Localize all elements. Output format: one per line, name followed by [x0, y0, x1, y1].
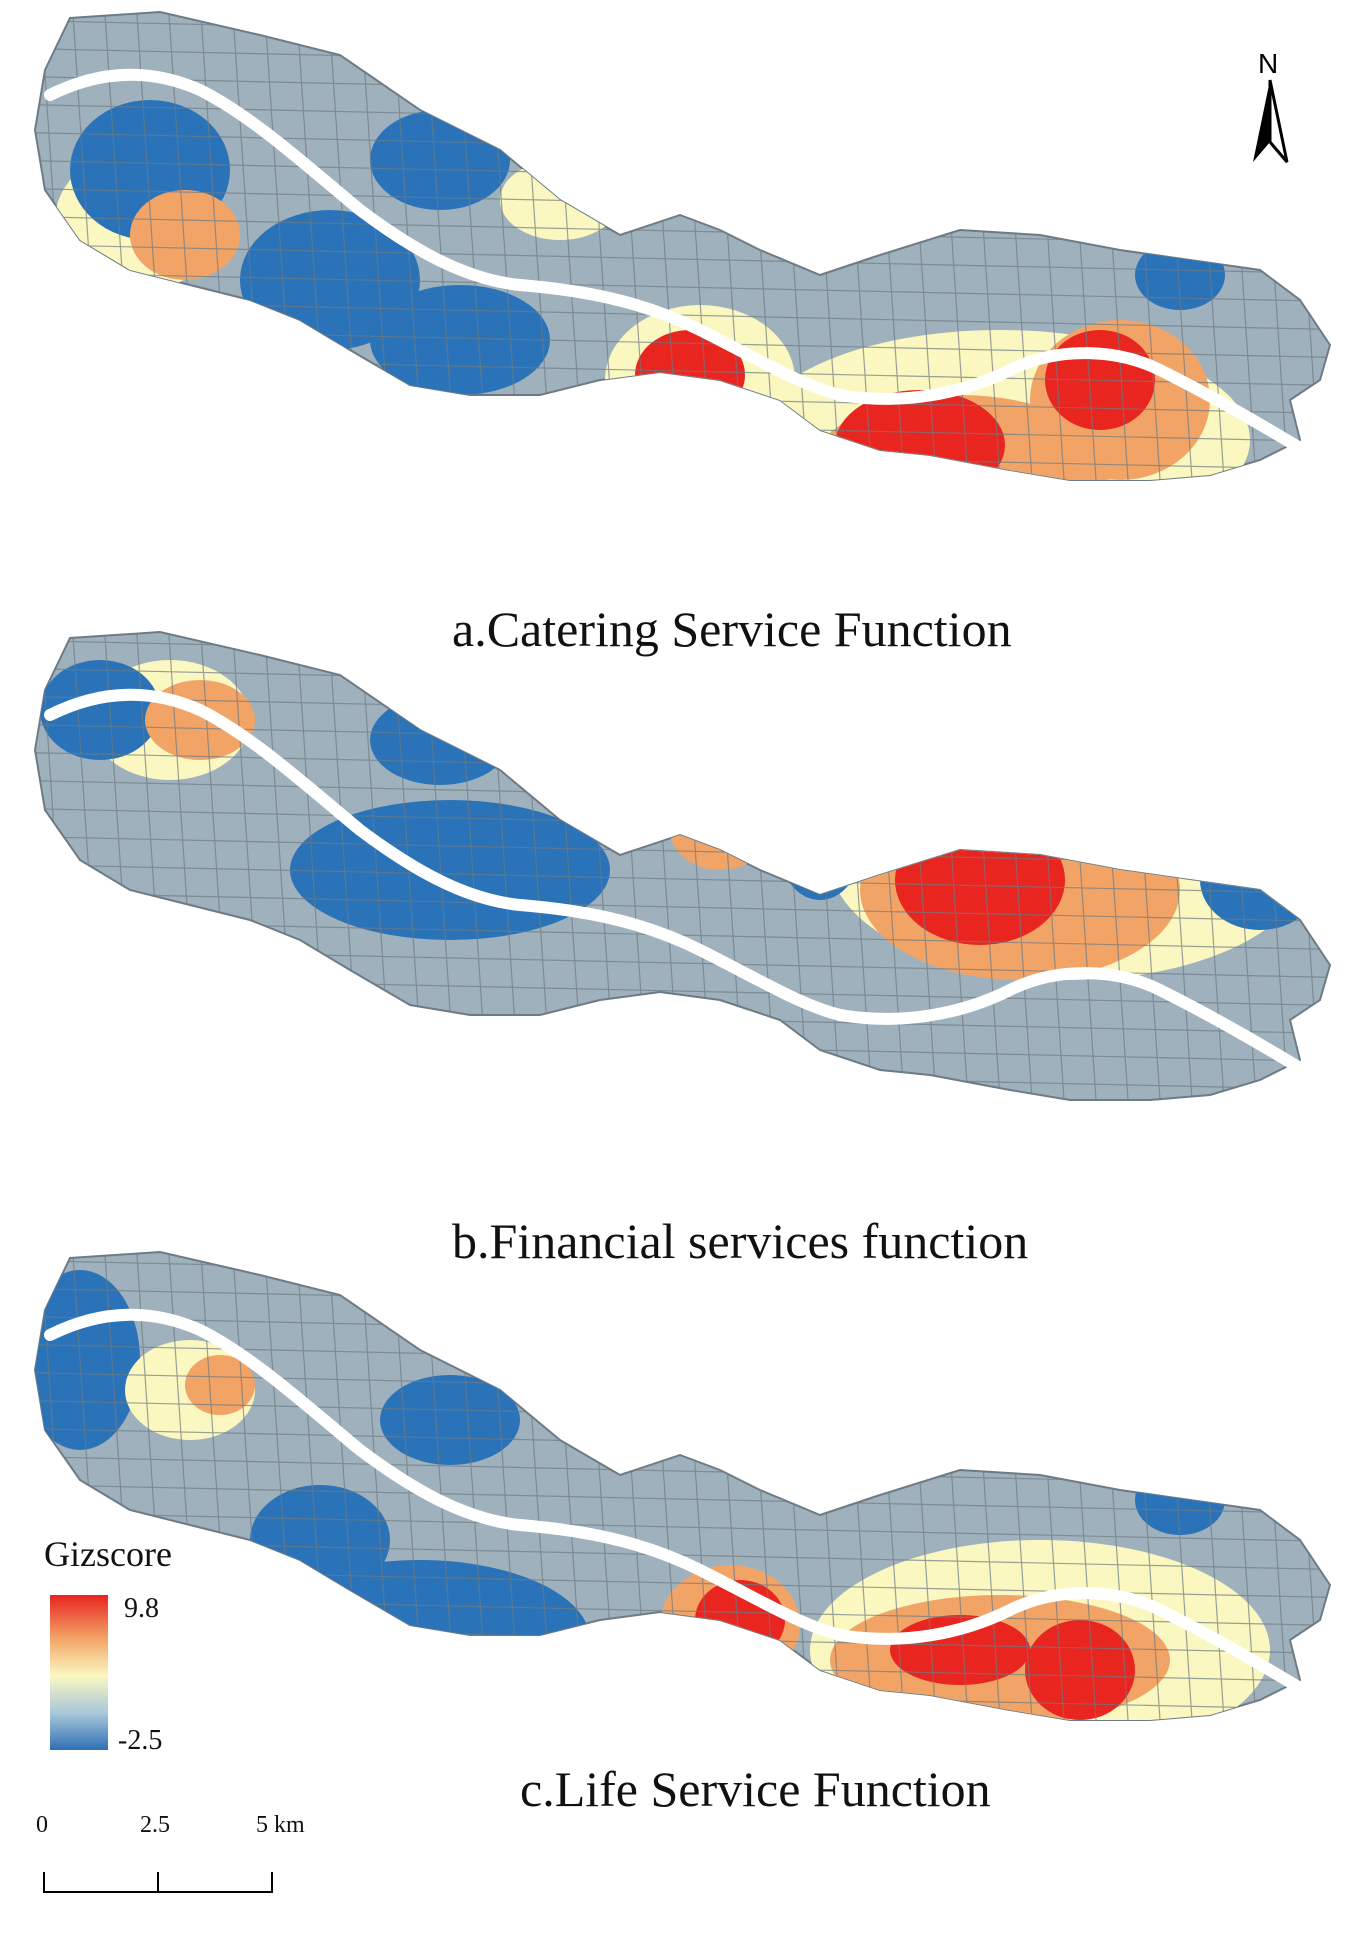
panel-caption: a.Catering Service Function — [452, 601, 1012, 657]
hotspot-cluster — [670, 790, 770, 870]
hotspot-cluster — [590, 730, 690, 810]
legend-color-ramp — [50, 1595, 108, 1750]
river — [44, 68, 1326, 466]
river — [44, 1308, 1326, 1706]
hotspot-cluster — [895, 815, 1065, 945]
hotspot-cluster — [1025, 1620, 1135, 1720]
north-label: N — [1258, 48, 1279, 79]
north-arrow-icon — [1253, 79, 1289, 163]
hotspot-cluster — [250, 1485, 390, 1595]
hotspot-cluster — [1200, 830, 1320, 930]
hotspot-cluster — [130, 190, 240, 280]
hotspot-cluster — [370, 110, 510, 210]
hotspot-cluster — [40, 660, 160, 760]
city-map-a — [33, 10, 1332, 481]
city-map-c — [33, 1250, 1332, 1721]
map-panel-b: b.Financial services function — [0, 620, 1357, 1269]
panel-caption: c.Life Service Function — [520, 1761, 991, 1817]
hotspot-cluster — [185, 1355, 255, 1415]
legend: Gizscore 9.8 -2.5 — [44, 1533, 244, 1756]
city-map-b — [33, 630, 1332, 1101]
legend-min-label: -2.5 — [118, 1725, 163, 1756]
hotspot-cluster — [380, 1375, 520, 1465]
panel-caption: b.Financial services function — [452, 1213, 1029, 1269]
legend-max-label: 9.8 — [124, 1593, 159, 1624]
hotspot-cluster — [250, 1560, 590, 1720]
map-panel-a: a.Catering Service Function — [0, 0, 1357, 657]
river — [44, 688, 1326, 1086]
map-panel-c: c.Life Service Function — [0, 1240, 1357, 1840]
hotspot-cluster — [835, 390, 1005, 480]
scale-tick-label: 5 km — [256, 1812, 305, 1838]
legend-title: Gizscore — [44, 1534, 172, 1574]
hotspot-cluster — [370, 695, 510, 785]
scale-tick-label: 0 — [36, 1812, 48, 1838]
scale-tick-label: 2.5 — [140, 1812, 170, 1838]
scale-bar: 0 2.5 5 km — [34, 1812, 314, 1922]
